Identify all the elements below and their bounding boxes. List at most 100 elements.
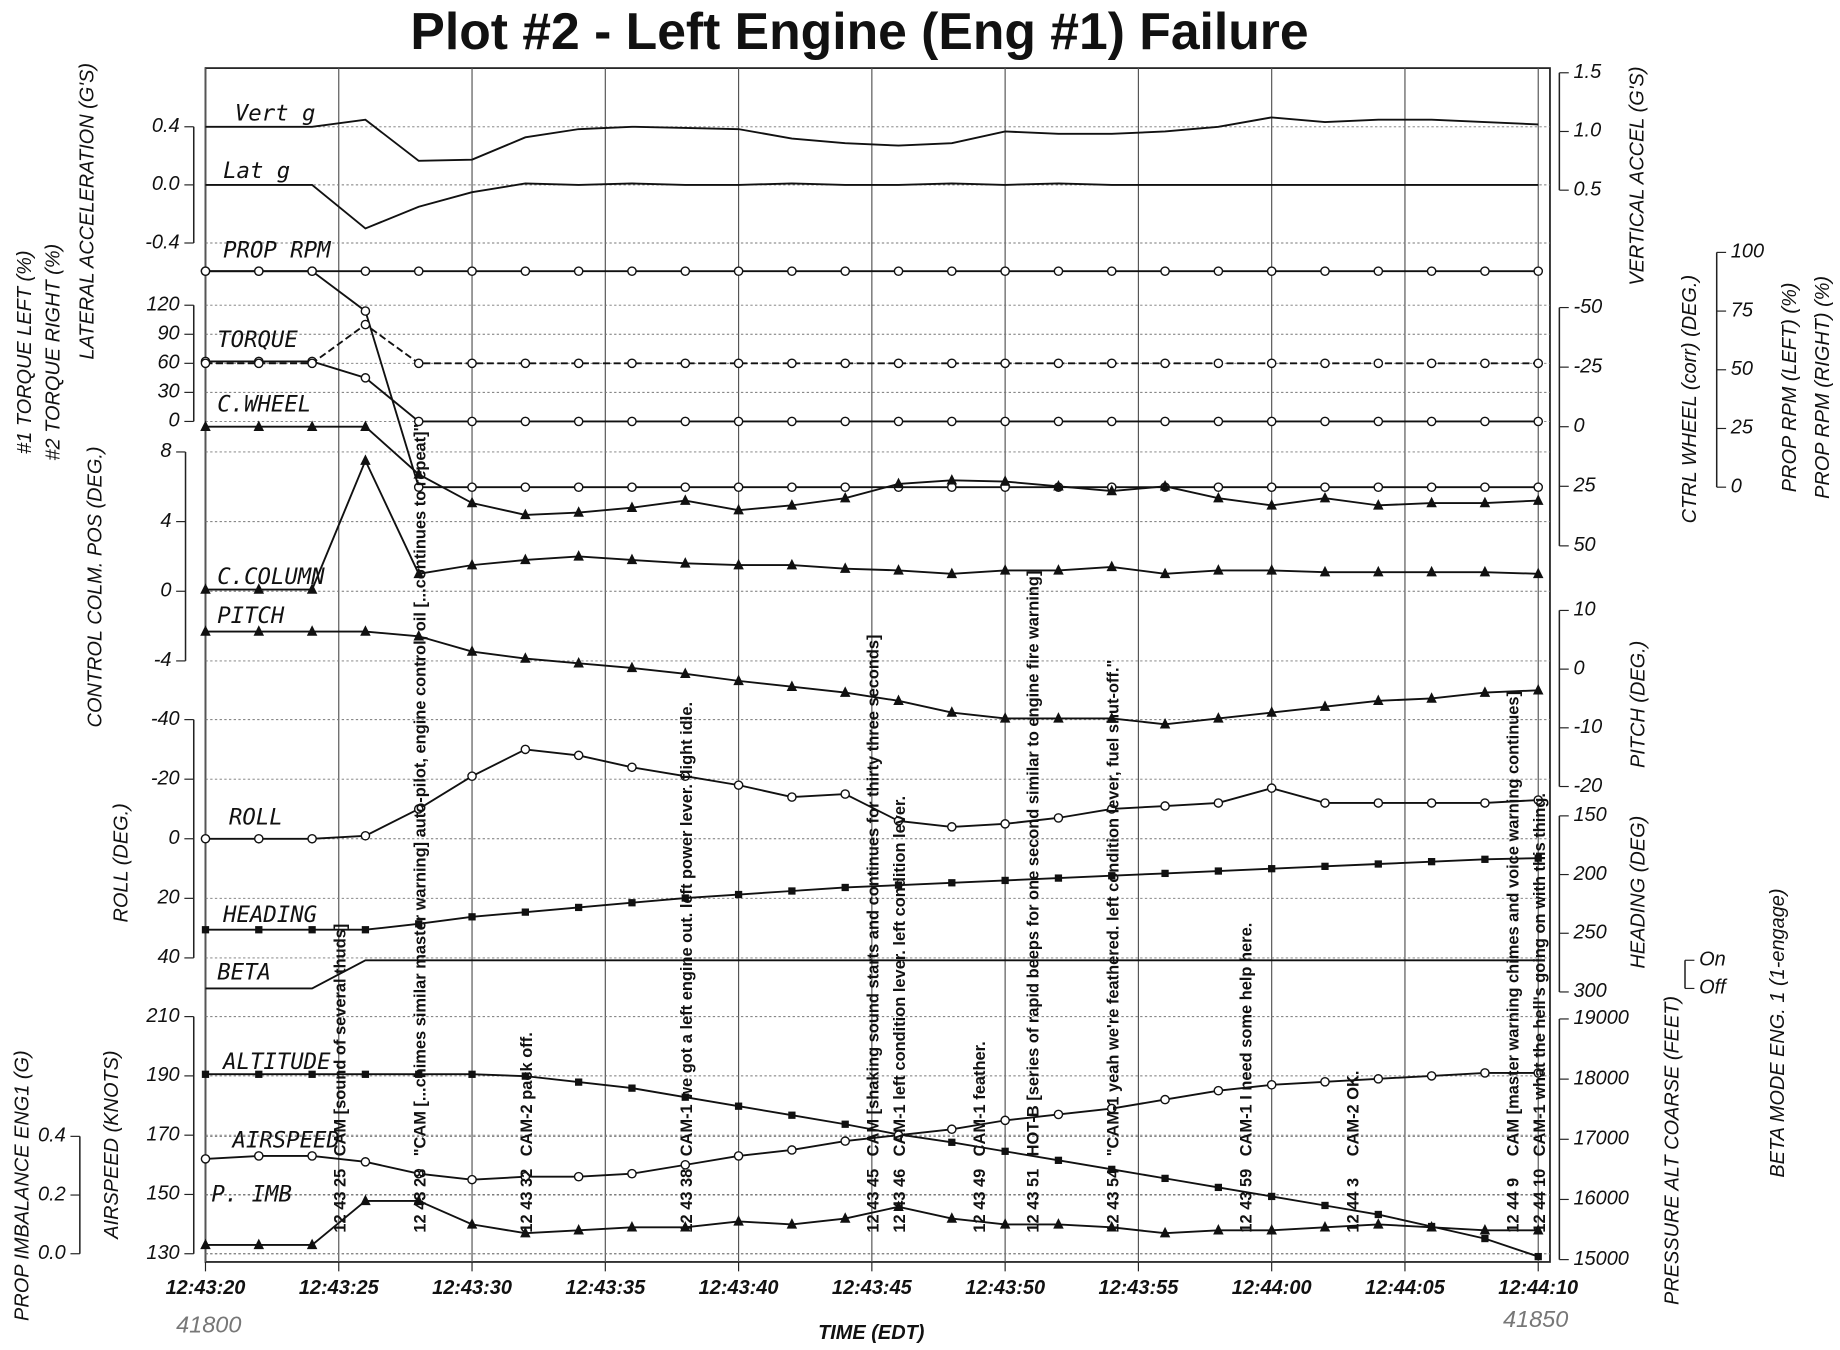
series-label: Lat g: [223, 158, 290, 184]
point: [1319, 491, 1331, 503]
point: [573, 550, 584, 561]
y-tick-label: -20: [1573, 775, 1602, 797]
event-time: 12 43 32: [518, 1169, 536, 1233]
series-line: [205, 458, 1539, 591]
point: [413, 266, 424, 276]
point: [468, 1070, 476, 1078]
point: [1426, 798, 1437, 808]
point: [1426, 416, 1437, 427]
point: [361, 1070, 370, 1078]
axis-label: #1 TORQUE LEFT (%): [14, 250, 36, 453]
point: [840, 482, 851, 492]
point: [360, 1194, 371, 1206]
point: [1480, 482, 1490, 492]
point: [1053, 564, 1064, 575]
point: [999, 475, 1011, 486]
point: [1106, 358, 1117, 369]
point: [573, 656, 584, 668]
point: [467, 266, 477, 276]
point: [360, 306, 371, 316]
point: [466, 1218, 478, 1229]
point: [841, 1120, 849, 1128]
point: [573, 506, 584, 517]
event-time: 12 43 49: [971, 1169, 989, 1233]
point: [1159, 1226, 1171, 1238]
y-tick-label: 10: [1573, 599, 1595, 621]
x-tick-label: 12:44:10: [1498, 1277, 1578, 1299]
point: [520, 416, 531, 427]
point: [1319, 1221, 1331, 1232]
event-time: 12 44 10: [1531, 1169, 1549, 1233]
event-time: 12 43 51: [1024, 1169, 1042, 1233]
point: [1481, 855, 1489, 863]
point: [1320, 1077, 1330, 1087]
axis-label: BETA MODE ENG. 1 (1-engage): [1767, 888, 1789, 1177]
point: [521, 1072, 529, 1080]
point: [1373, 1218, 1384, 1229]
point: [253, 625, 265, 636]
point: [360, 454, 371, 465]
point: [200, 583, 211, 594]
point: [1266, 564, 1277, 575]
point: [626, 553, 638, 565]
event-text: "CAM [...chimes similar master warning] …: [411, 424, 429, 1157]
point: [1373, 798, 1384, 808]
point: [787, 266, 797, 276]
point: [520, 1171, 531, 1182]
axis-label: PITCH (DEG.): [1627, 641, 1649, 768]
point: [893, 266, 904, 276]
point: [1106, 712, 1117, 723]
point: [1534, 854, 1542, 862]
y-tick-label: 250: [1572, 922, 1606, 944]
point: [1001, 876, 1009, 885]
point: [680, 416, 691, 427]
series-line: [205, 323, 1539, 365]
point: [1533, 358, 1544, 369]
event-text: "CAM-1 yeah we're feathered. left condit…: [1104, 660, 1122, 1157]
y-tick-label: -10: [1573, 716, 1602, 738]
page-mark: 41800: [176, 1312, 241, 1338]
point: [200, 266, 211, 276]
point: [361, 926, 370, 934]
x-tick-label: 12:43:50: [965, 1277, 1045, 1299]
point: [520, 652, 531, 663]
y-tick-label: 300: [1573, 980, 1606, 1002]
y-tick-label: 210: [145, 1005, 179, 1027]
point: [467, 358, 477, 369]
x-tick-label: 12:43:40: [699, 1277, 779, 1299]
point: [787, 358, 797, 369]
y-tick-label: 1.5: [1573, 61, 1602, 83]
point: [1213, 358, 1224, 369]
point: [628, 1084, 636, 1092]
point: [1106, 266, 1117, 276]
point: [1532, 567, 1544, 579]
point: [733, 1215, 744, 1226]
point: [253, 358, 264, 369]
point: [1000, 266, 1010, 276]
point: [1479, 1223, 1491, 1235]
event-text: HOT-B [series of rapid beeps for one sec…: [1024, 571, 1042, 1157]
point: [1533, 482, 1544, 492]
point: [307, 833, 317, 844]
point: [1106, 1103, 1117, 1114]
point: [1534, 1252, 1542, 1261]
point: [467, 416, 477, 427]
point: [999, 564, 1011, 575]
point: [520, 744, 531, 755]
point: [627, 482, 637, 492]
point: [733, 503, 744, 515]
point: [520, 508, 531, 520]
point: [573, 416, 584, 427]
y-tick-label: -40: [151, 708, 180, 730]
y-tick-label: -20: [151, 767, 180, 789]
point: [734, 890, 743, 899]
point: [1053, 416, 1064, 427]
point: [893, 816, 904, 826]
point: [627, 358, 637, 369]
point: [1266, 358, 1277, 369]
point: [1159, 718, 1171, 729]
point: [787, 792, 797, 802]
point: [839, 562, 851, 573]
point: [1054, 874, 1063, 882]
point: [200, 358, 211, 369]
